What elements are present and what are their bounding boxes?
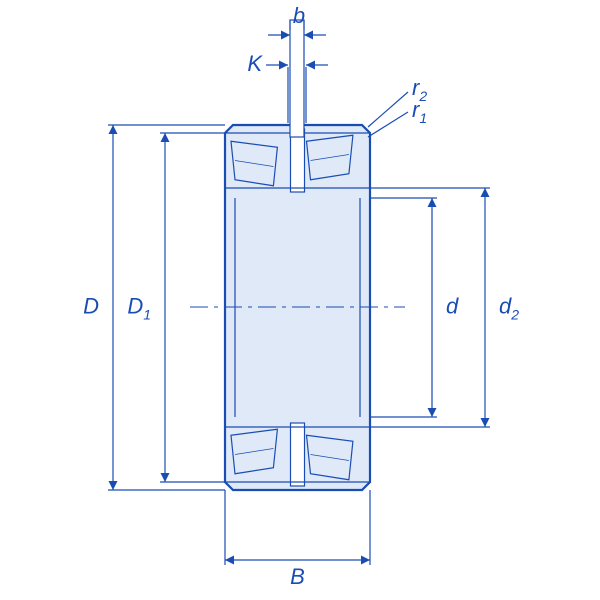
dim-label: D bbox=[83, 294, 99, 319]
dim-label-b: b bbox=[293, 3, 305, 28]
dim-label: d2 bbox=[499, 294, 519, 323]
lubrication-slot bbox=[290, 20, 304, 137]
dim-label: B bbox=[290, 564, 305, 589]
dim-label: d bbox=[446, 294, 459, 319]
dim-label: D1 bbox=[127, 294, 151, 323]
dim-label: K bbox=[247, 51, 263, 76]
